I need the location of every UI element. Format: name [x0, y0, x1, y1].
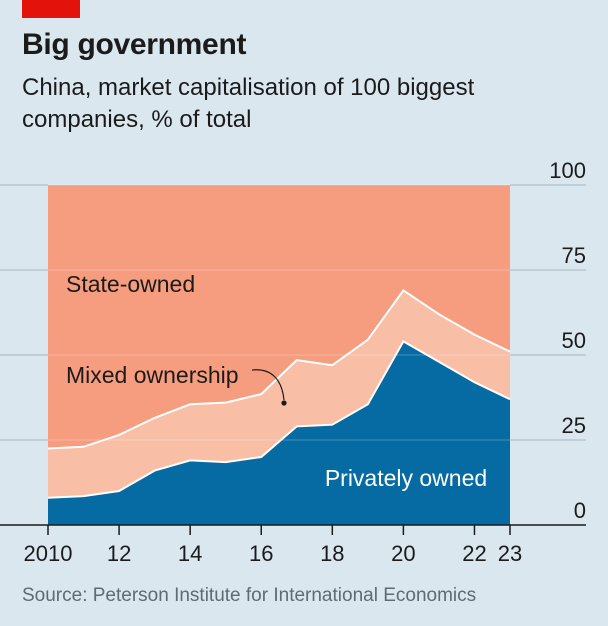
label-state-owned: State-owned — [66, 271, 195, 297]
label-privately-owned: Privately owned — [325, 465, 487, 491]
x-tick-label: 22 — [462, 541, 486, 566]
chart-gridlines — [0, 184, 586, 526]
y-axis-ticks: 0 25 50 75 100 — [549, 158, 586, 523]
area-mixed-ownership — [48, 290, 510, 498]
y-tick-label: 50 — [562, 328, 586, 353]
area-privately-owned — [48, 341, 510, 525]
source-note: Source: Peterson Institute for Internati… — [22, 585, 477, 606]
x-tick-label: 20 — [391, 541, 415, 566]
stacked-area-chart: 0 25 50 75 100 2010 12 14 16 18 20 22 23 State-owne… — [0, 158, 586, 566]
x-axis-ticks: 2010 12 14 16 18 20 22 23 — [24, 525, 522, 566]
y-tick-label: 75 — [562, 243, 586, 268]
y-tick-label: 0 — [574, 498, 586, 523]
x-tick-label: 2010 — [24, 541, 73, 566]
callout-dot — [281, 400, 287, 406]
chart-areas — [47, 185, 511, 525]
brand-tag — [22, 0, 80, 18]
chart-title: Big government — [22, 28, 247, 61]
y-tick-label: 100 — [549, 158, 586, 183]
callout-line — [251, 369, 285, 401]
boundary-privately-owned — [47, 340, 511, 499]
label-mixed-ownership: Mixed ownership — [66, 362, 239, 388]
chart-subtitle: China, market capitalisation of 100 bigg… — [22, 74, 475, 133]
x-tick-label: 16 — [249, 541, 273, 566]
boundary-mixed-ownership — [47, 289, 511, 450]
area-state-owned — [48, 185, 510, 449]
y-tick-label: 25 — [562, 413, 586, 438]
x-tick-label: 12 — [107, 541, 131, 566]
x-tick-label: 23 — [498, 541, 522, 566]
series-labels: State-owned Mixed ownership Privately owne… — [66, 271, 487, 491]
x-tick-label: 14 — [178, 541, 202, 566]
x-tick-label: 18 — [320, 541, 344, 566]
